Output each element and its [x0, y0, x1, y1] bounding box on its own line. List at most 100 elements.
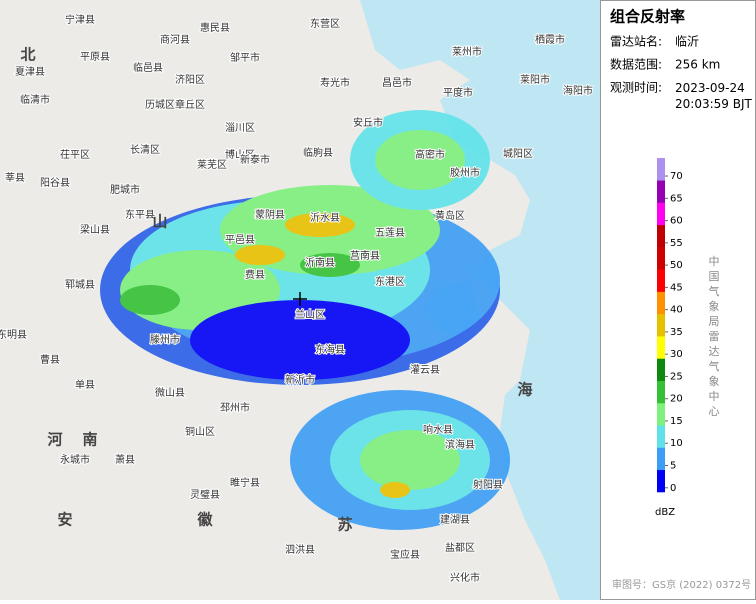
place-label: 莱州市 [452, 45, 482, 58]
place-label: 莱芜区 [197, 158, 227, 171]
legend-swatch [657, 380, 665, 404]
legend-swatch [657, 180, 665, 203]
region-label: 徽 [196, 511, 213, 529]
place-label: 城阳区 [503, 148, 533, 160]
legend-label: 30 [670, 349, 683, 360]
legend-swatch [657, 247, 665, 270]
place-label: 商河县 [160, 33, 190, 46]
legend-label: 20 [670, 394, 683, 405]
place-label: 邹平市 [230, 51, 260, 64]
legend-label: 25 [670, 371, 683, 382]
radar-site [293, 292, 307, 306]
legend-swatch [657, 336, 665, 359]
place-label: 淄川区 [225, 122, 255, 134]
legend-unit: dBZ [655, 507, 675, 518]
place-label: 宝应县 [390, 548, 420, 561]
legend-swatch [657, 425, 665, 448]
place-label: 五莲县 [375, 227, 405, 239]
place-label: 沂水县 [310, 211, 340, 224]
legend-swatch [657, 469, 665, 493]
region-label: 北 [20, 46, 35, 64]
place-label: 黄岛区 [435, 209, 465, 222]
place-label: 茌平区 [60, 149, 90, 161]
place-label: 东明县 [0, 328, 27, 341]
place-label: 宁津县 [65, 13, 95, 26]
place-label: 建湖县 [440, 513, 470, 526]
legend-swatch [657, 269, 665, 292]
place-label: 东海县 [315, 343, 345, 356]
place-label: 莒南县 [350, 249, 380, 262]
info-value: 2023-09-24 20:03:59 BJT [675, 81, 752, 111]
info-label: 观测时间: [610, 81, 662, 95]
place-label: 博山区 [225, 148, 255, 161]
place-label: 临清市 [20, 93, 50, 106]
place-label: 灌云县 [410, 364, 440, 376]
place-label: 安丘市 [353, 116, 383, 129]
place-label: 微山县 [155, 386, 185, 399]
place-label: 平度市 [443, 86, 473, 99]
place-label: 滨海县 [445, 438, 475, 451]
place-label: 章丘区 [175, 98, 205, 111]
legend-swatch [657, 224, 665, 248]
place-label: 铜山区 [185, 426, 215, 438]
legend-label: 70 [670, 171, 683, 182]
legend-label: 35 [670, 327, 683, 338]
place-label: 泗洪县 [285, 544, 315, 556]
legend-swatch [657, 202, 665, 226]
legend-label: 15 [670, 416, 683, 427]
legend-label: 55 [670, 238, 683, 249]
legend-swatch [657, 158, 665, 181]
legend-label: 50 [670, 260, 683, 271]
info-label: 雷达站名: [610, 34, 662, 49]
place-label: 海阳市 [563, 84, 593, 97]
panel-title: 组合反射率 [610, 8, 685, 26]
place-label: 阳谷县 [40, 177, 70, 189]
credit: 中国气象局雷达气象中心 [709, 255, 720, 418]
legend-label: 5 [670, 461, 676, 472]
place-label: 沂南县 [305, 256, 335, 269]
place-label: 栖霞市 [535, 33, 565, 46]
place-label: 兴化市 [450, 571, 480, 584]
place-label: 郓城县 [65, 279, 95, 291]
place-label: 蒙阴县 [255, 208, 285, 221]
legend-label: 0 [670, 483, 676, 494]
place-label: 曹县 [40, 353, 60, 366]
legend-swatch [657, 402, 665, 426]
place-label: 莘县 [5, 171, 25, 184]
place-label: 长清区 [130, 143, 160, 156]
place-label: 东营区 [310, 17, 340, 30]
legend-swatch [657, 358, 665, 381]
place-label: 滕州市 [150, 333, 180, 346]
region-label: 南 [82, 431, 97, 449]
legend-swatch [657, 447, 665, 471]
place-label: 胶州市 [450, 166, 480, 179]
place-label: 单县 [75, 379, 95, 391]
region-label: 河 [47, 431, 62, 449]
place-label: 永城市 [60, 453, 90, 466]
place-label: 邳州市 [220, 401, 250, 414]
place-label: 睢宁县 [230, 476, 260, 489]
place-label: 新沂市 [285, 373, 315, 386]
legend-label: 65 [670, 193, 683, 204]
place-label: 高密市 [415, 148, 445, 161]
place-label: 莱阳市 [520, 73, 550, 86]
place-label: 肥城市 [110, 183, 140, 196]
place-label: 济阳区 [175, 73, 205, 86]
sea [360, 0, 600, 600]
place-label: 新泰市 [240, 153, 270, 166]
place-label: 昌邑市 [382, 76, 412, 89]
credit-text: 中国气象局雷达气象中心 [709, 255, 720, 418]
legend-label: 60 [670, 216, 683, 227]
legend-label: 40 [670, 305, 683, 316]
panel-bg [600, 0, 756, 600]
radar-echo [100, 110, 510, 530]
place-label: 东平县 [125, 208, 155, 221]
legend-swatch [657, 291, 665, 315]
place-label: 盐都区 [445, 541, 475, 554]
info-label: 数据范围: [610, 57, 662, 72]
region-label: 苏 [337, 516, 352, 534]
